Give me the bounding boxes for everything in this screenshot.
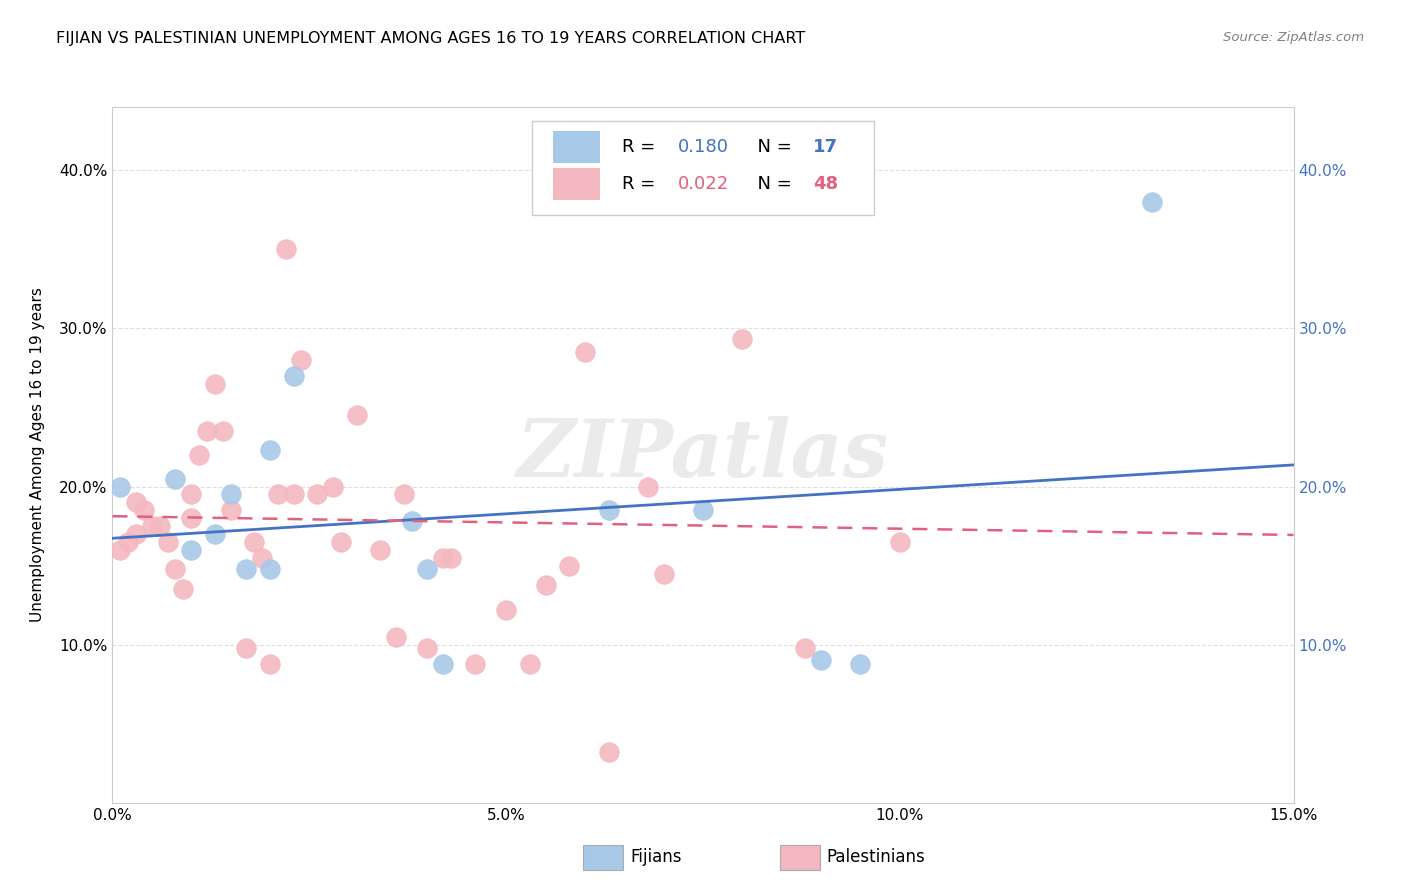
- Text: R =: R =: [621, 175, 661, 193]
- Point: [267, 487, 290, 501]
- Point: [368, 542, 391, 557]
- FancyBboxPatch shape: [553, 131, 600, 162]
- Point: [392, 487, 415, 501]
- Point: [307, 487, 329, 501]
- Point: [574, 345, 596, 359]
- Point: [211, 424, 233, 438]
- Point: [329, 534, 352, 549]
- Point: [794, 640, 817, 655]
- Point: [283, 368, 305, 383]
- Point: [290, 353, 312, 368]
- FancyBboxPatch shape: [553, 169, 600, 200]
- Point: [385, 630, 408, 644]
- Point: [1140, 194, 1163, 209]
- Text: Fijians: Fijians: [630, 848, 682, 866]
- Point: [219, 487, 242, 501]
- Point: [346, 409, 368, 423]
- Text: ZIPatlas: ZIPatlas: [517, 417, 889, 493]
- Point: [495, 603, 517, 617]
- Point: [259, 443, 281, 458]
- Point: [534, 577, 557, 591]
- Point: [432, 550, 454, 565]
- Y-axis label: Unemployment Among Ages 16 to 19 years: Unemployment Among Ages 16 to 19 years: [31, 287, 45, 623]
- Point: [692, 171, 714, 186]
- Point: [401, 514, 423, 528]
- Text: 0.180: 0.180: [678, 138, 730, 156]
- Point: [416, 562, 439, 576]
- Point: [219, 503, 242, 517]
- Point: [235, 640, 257, 655]
- Point: [149, 519, 172, 533]
- Point: [195, 424, 218, 438]
- Point: [259, 657, 281, 671]
- Point: [172, 582, 194, 597]
- Point: [637, 479, 659, 493]
- Point: [558, 558, 581, 573]
- Point: [204, 527, 226, 541]
- Point: [132, 503, 155, 517]
- Point: [180, 487, 202, 501]
- Point: [110, 542, 132, 557]
- Point: [416, 640, 439, 655]
- Text: 17: 17: [813, 138, 838, 156]
- Point: [259, 562, 281, 576]
- Point: [125, 495, 148, 509]
- Point: [180, 511, 202, 525]
- Text: 0.022: 0.022: [678, 175, 730, 193]
- Text: 48: 48: [813, 175, 838, 193]
- Point: [188, 448, 211, 462]
- Point: [692, 503, 714, 517]
- Text: Palestinians: Palestinians: [827, 848, 925, 866]
- Point: [322, 479, 344, 493]
- Point: [235, 562, 257, 576]
- Point: [204, 376, 226, 391]
- Point: [889, 534, 911, 549]
- Point: [440, 550, 463, 565]
- Point: [110, 479, 132, 493]
- Point: [283, 487, 305, 501]
- Point: [243, 534, 266, 549]
- Point: [141, 519, 163, 533]
- Point: [274, 243, 297, 257]
- Point: [180, 542, 202, 557]
- Point: [849, 657, 872, 671]
- Point: [652, 566, 675, 581]
- FancyBboxPatch shape: [531, 121, 875, 215]
- Point: [250, 550, 273, 565]
- Point: [117, 534, 139, 549]
- Point: [810, 653, 832, 667]
- Point: [598, 745, 620, 759]
- Text: FIJIAN VS PALESTINIAN UNEMPLOYMENT AMONG AGES 16 TO 19 YEARS CORRELATION CHART: FIJIAN VS PALESTINIAN UNEMPLOYMENT AMONG…: [56, 31, 806, 46]
- Text: N =: N =: [745, 175, 797, 193]
- Point: [156, 534, 179, 549]
- Point: [464, 657, 486, 671]
- Point: [165, 562, 187, 576]
- Text: R =: R =: [621, 138, 661, 156]
- Text: N =: N =: [745, 138, 797, 156]
- Point: [432, 657, 454, 671]
- Point: [731, 333, 754, 347]
- Point: [125, 527, 148, 541]
- Point: [598, 503, 620, 517]
- Point: [519, 657, 541, 671]
- Point: [165, 472, 187, 486]
- Text: Source: ZipAtlas.com: Source: ZipAtlas.com: [1223, 31, 1364, 45]
